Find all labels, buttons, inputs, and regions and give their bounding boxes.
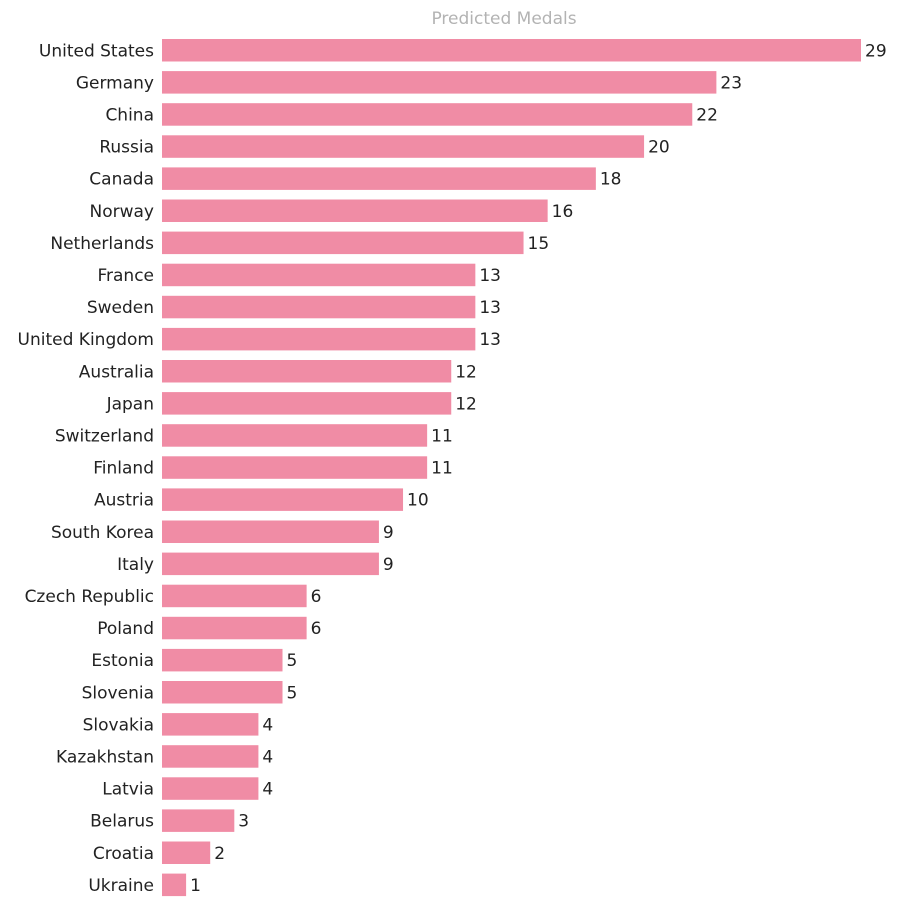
value-label-croatia: 2 [214,844,225,864]
bar-austria [162,488,404,511]
bar-croatia [162,841,211,864]
bar-australia [162,360,452,383]
value-label-canada: 18 [600,170,622,190]
category-label-belarus: Belarus [90,812,154,832]
value-label-russia: 20 [648,138,670,158]
category-label-france: France [97,266,154,286]
bar-latvia [162,777,259,800]
value-label-austria: 10 [407,491,429,511]
bar-china [162,103,693,126]
value-label-czech-republic: 6 [311,587,322,607]
bar-czech-republic [162,584,307,608]
bar-germany [162,71,717,94]
category-label-latvia: Latvia [102,780,154,800]
value-label-china: 22 [696,105,718,125]
category-label-south-korea: South Korea [51,523,154,543]
value-label-italy: 9 [383,555,394,575]
value-labels-group: 2923222018161513131312121111109966554443… [190,41,887,896]
value-label-france: 13 [479,266,501,286]
value-label-ukraine: 1 [190,876,201,896]
category-label-russia: Russia [99,138,154,158]
category-label-austria: Austria [94,491,154,511]
bar-canada [162,167,596,190]
bar-sweden [162,295,476,319]
category-label-slovenia: Slovenia [82,683,154,703]
value-label-south-korea: 9 [383,523,394,543]
category-label-canada: Canada [89,170,154,190]
bar-south-korea [162,520,379,543]
category-label-japan: Japan [106,394,154,414]
value-label-norway: 16 [552,202,574,222]
bar-russia [162,135,645,158]
value-label-united-kingdom: 13 [479,330,501,350]
bar-slovakia [162,713,259,736]
category-label-kazakhstan: Kazakhstan [56,747,154,767]
value-label-switzerland: 11 [431,426,453,446]
chart-title: Predicted Medals [431,9,576,29]
bar-poland [162,616,307,640]
value-label-germany: 23 [720,73,742,93]
value-label-estonia: 5 [287,651,298,671]
bar-netherlands [162,231,524,255]
category-label-sweden: Sweden [87,298,154,318]
category-label-italy: Italy [117,555,154,575]
value-label-slovakia: 4 [262,715,273,735]
value-label-kazakhstan: 4 [262,747,273,767]
category-label-china: China [105,105,154,125]
value-label-finland: 11 [431,459,453,479]
category-label-united-kingdom: United Kingdom [18,330,154,350]
bar-estonia [162,648,283,672]
category-label-germany: Germany [76,73,154,93]
bar-switzerland [162,424,428,447]
category-label-estonia: Estonia [91,651,154,671]
bar-slovenia [162,681,283,704]
value-label-netherlands: 15 [528,234,550,254]
category-label-united-states: United States [39,41,154,61]
category-labels-group: United States Germany China Russia Canada Nor… [18,41,155,896]
category-label-norway: Norway [90,202,155,222]
bar-japan [162,392,452,415]
bar-france [162,263,476,287]
bars-group [162,39,861,897]
category-label-australia: Australia [79,362,154,382]
value-label-japan: 12 [455,394,477,414]
bar-norway [162,199,548,222]
bar-ukraine [162,873,187,897]
category-label-finland: Finland [93,459,154,479]
category-label-slovakia: Slovakia [83,715,154,735]
bar-italy [162,552,379,576]
bar-belarus [162,809,235,832]
bar-finland [162,456,428,479]
value-label-belarus: 3 [238,812,249,832]
category-label-switzerland: Switzerland [55,426,154,446]
category-label-netherlands: Netherlands [50,234,154,254]
bar-kazakhstan [162,745,259,768]
bar-united-kingdom [162,327,476,351]
bar-united-states [162,39,861,62]
value-label-sweden: 13 [479,298,501,318]
value-label-united-states: 29 [865,41,887,61]
value-label-latvia: 4 [262,780,273,800]
category-label-czech-republic: Czech Republic [25,587,154,607]
value-label-slovenia: 5 [287,683,298,703]
category-label-croatia: Croatia [93,844,154,864]
value-label-poland: 6 [311,619,322,639]
category-label-poland: Poland [97,619,154,639]
value-label-australia: 12 [455,362,477,382]
category-label-ukraine: Ukraine [88,876,154,896]
